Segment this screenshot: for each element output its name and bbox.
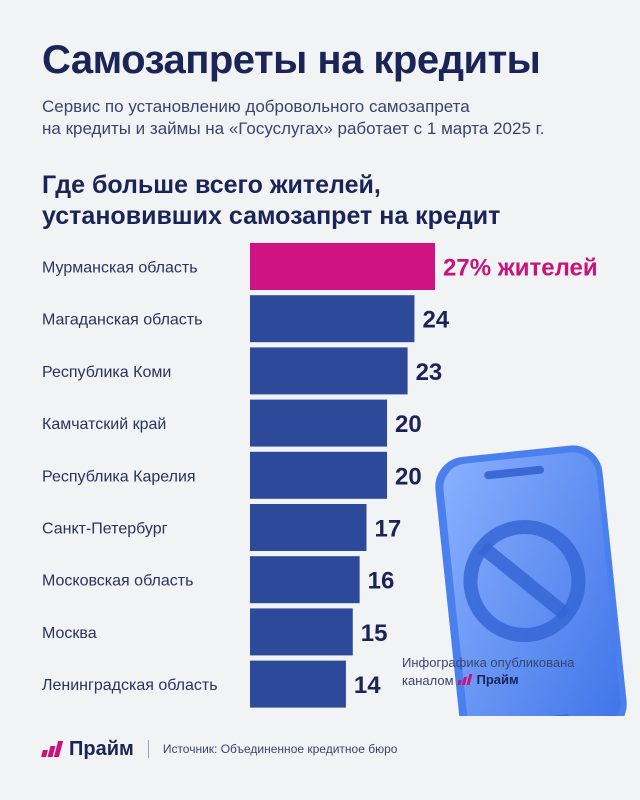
category-label: Московская область (42, 573, 193, 590)
note-line-1: Инфографика опубликована (402, 655, 575, 670)
bar (250, 243, 435, 290)
chart-title-line-1: Где больше всего жителей, (42, 171, 381, 199)
value-label: 17 (374, 516, 401, 543)
bar (250, 347, 408, 395)
category-label: Магаданская область (42, 312, 202, 329)
subtitle: Сервис по установлению добровольного сам… (42, 96, 622, 140)
bar (250, 660, 346, 708)
brand-bars-icon (41, 741, 64, 757)
publication-note: Инфографика опубликована каналом Прайм (402, 654, 575, 689)
bar-chart: Мурманская область 27% жителей Магаданская… (42, 243, 627, 716)
bar (250, 295, 415, 343)
category-label: Москва (42, 625, 97, 642)
value-label: 14 (354, 672, 381, 699)
value-label: 15 (361, 620, 388, 647)
category-label: Республика Коми (42, 364, 171, 381)
footer-divider (147, 740, 149, 758)
category-label: Ленинградская область (42, 677, 218, 694)
brand-logo: Прайм (41, 737, 134, 761)
source-text: Источник: Объединенное кредитное бюро (162, 742, 398, 756)
footer: Прайм Источник: Объединенное кредитное б… (41, 736, 398, 762)
brand-name: Прайм (69, 737, 134, 760)
note-line-2: каналом (402, 673, 454, 688)
bar (250, 399, 388, 447)
note-brand-logo: Прайм (456, 671, 519, 688)
note-brand-name: Прайм (476, 672, 519, 687)
chart-title: Где больше всего жителей, установивших с… (42, 170, 500, 232)
value-label: 23 (416, 359, 443, 386)
category-label: Камчатский край (42, 416, 166, 433)
value-label: 27% жителей (443, 255, 598, 282)
bar (250, 504, 367, 551)
value-label: 20 (395, 463, 422, 490)
category-label: Мурманская область (42, 260, 198, 277)
chart-title-line-2: установивших самозапрет на кредит (42, 202, 501, 230)
page-title: Самозапреты на кредиты (42, 38, 541, 82)
category-label: Республика Карелия (42, 468, 196, 485)
bar (250, 451, 388, 499)
bar (250, 608, 353, 656)
phone-with-prohibition-icon (435, 445, 627, 716)
subtitle-line-2: на кредиты и займы на «Госуслугах» работ… (42, 119, 545, 138)
value-label: 24 (422, 307, 449, 334)
category-label: Санкт-Петербург (42, 521, 168, 538)
value-label: 20 (395, 411, 422, 438)
note-line-2-wrap: каналом Прайм (402, 671, 575, 689)
subtitle-line-1: Сервис по установлению добровольного сам… (42, 97, 470, 116)
note-brand-bars-icon (456, 674, 474, 685)
bars-group: Мурманская область 27% жителей Магаданская… (42, 243, 598, 708)
value-label: 16 (368, 568, 395, 595)
bar (250, 556, 360, 604)
